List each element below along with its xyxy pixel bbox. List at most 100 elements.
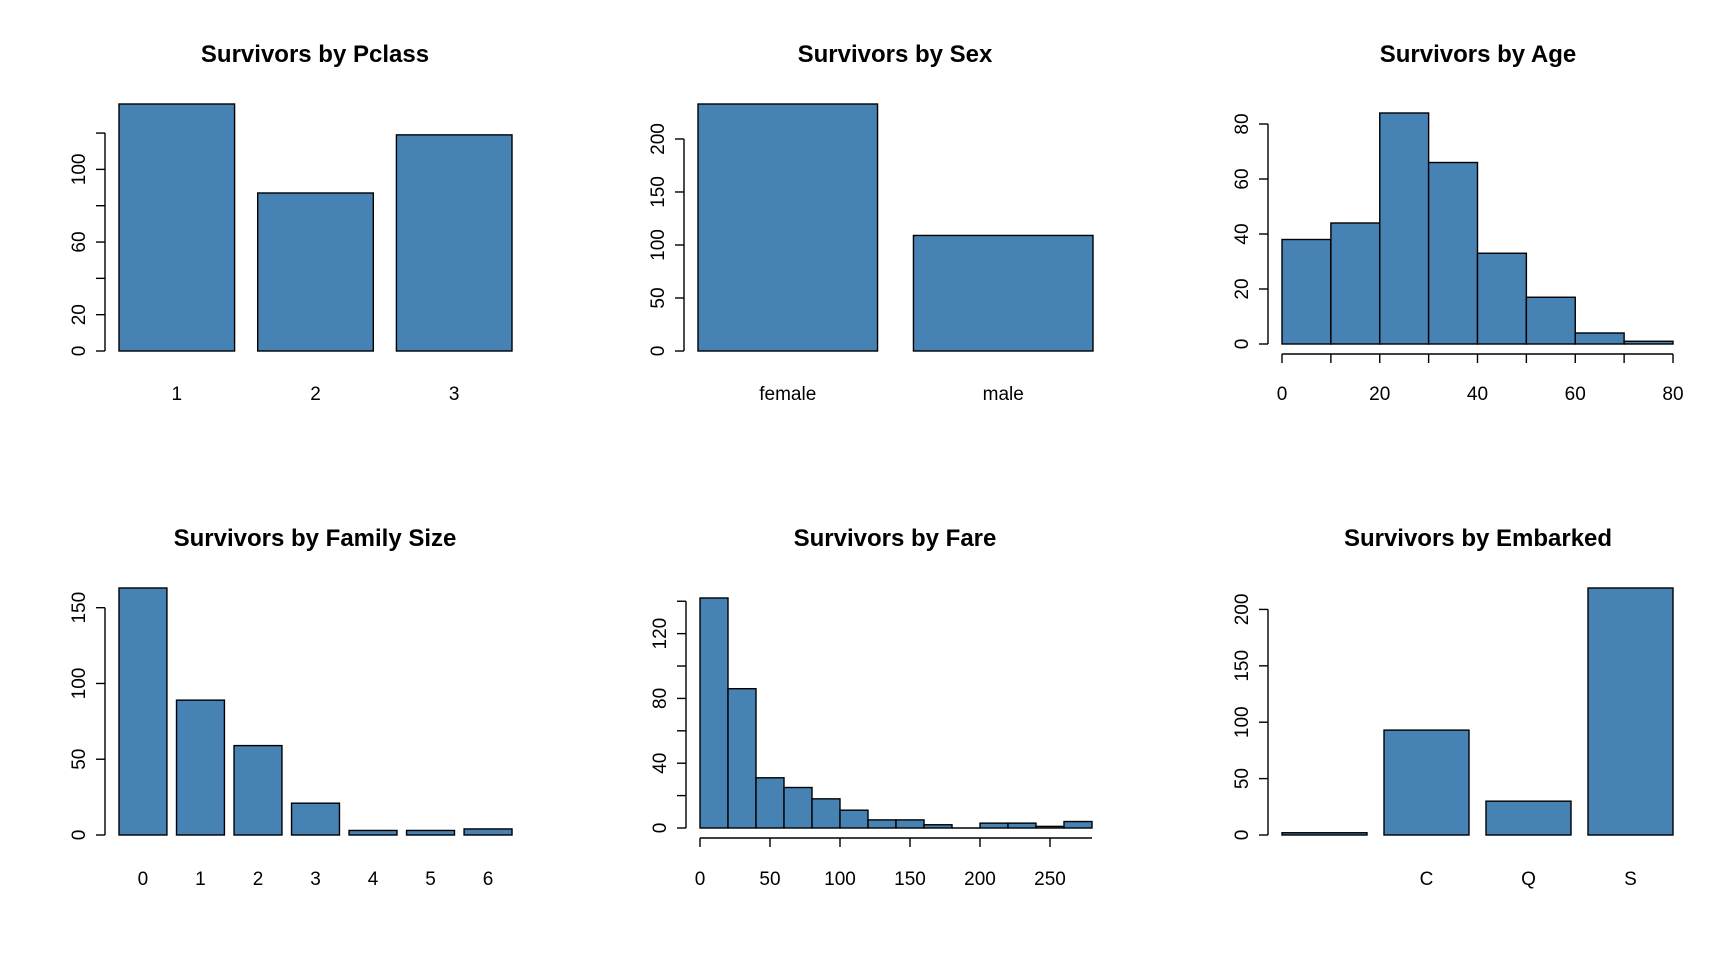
- hist-bin-fare-10: [979, 822, 1009, 829]
- y-tick-label-embarked: 150: [1232, 650, 1253, 682]
- hist-bin-fare-7: [895, 819, 925, 829]
- chart-family: Survivors by Family Size 0 50 100 150 0 1 2 3 4 5 6: [69, 525, 513, 890]
- bar-embarked-1: [1383, 729, 1470, 836]
- chart-sex: Survivors by Sex 0 50 100 150 200 female male: [648, 41, 1094, 405]
- x-tick-label-pclass: 1: [172, 384, 183, 405]
- x-tick-label-sex: male: [983, 384, 1024, 405]
- y-tick-label-sex: 50: [648, 287, 669, 308]
- y-tick-label-age: 20: [1232, 278, 1253, 299]
- y-tick-label-age: 80: [1232, 113, 1253, 134]
- x-tick-label-embarked: Q: [1521, 869, 1536, 890]
- x-tick-label-embarked: C: [1420, 869, 1434, 890]
- hist-bin-fare-13: [1063, 820, 1093, 829]
- x-tick-label-fare: 150: [894, 869, 926, 890]
- chart-pclass: Survivors by Pclass 0 20 60 100 1 2 3: [69, 41, 513, 405]
- bar-embarked-3: [1587, 587, 1674, 836]
- y-tick-label-embarked: 50: [1232, 768, 1253, 789]
- x-tick-label-sex: female: [759, 384, 816, 405]
- x-tick-label-family: 0: [138, 869, 149, 890]
- hist-bin-fare-8: [923, 824, 953, 829]
- bar-embarked-2: [1485, 800, 1572, 836]
- bar-family-4: [348, 829, 398, 836]
- x-tick-label-fare: 200: [964, 869, 996, 890]
- hist-bin-age-0: [1281, 238, 1332, 345]
- bar-pclass-1: [257, 192, 374, 352]
- bar-pclass-2: [395, 134, 513, 352]
- y-tick-label-pclass: 0: [69, 346, 90, 357]
- bar-sex-0: [697, 103, 879, 352]
- x-tick-label-age: 80: [1662, 384, 1683, 405]
- x-tick-label-family: 4: [368, 869, 379, 890]
- bar-embarked-0: [1281, 832, 1368, 836]
- hist-bin-fare-12: [1035, 825, 1065, 829]
- x-tick-label-age: 20: [1369, 384, 1390, 405]
- chart-title-fare: Survivors by Fare: [794, 525, 997, 552]
- x-tick-label-fare: 100: [824, 869, 856, 890]
- x-tick-label-fare: 50: [759, 869, 780, 890]
- hist-bin-fare-5: [839, 809, 869, 829]
- y-tick-label-sex: 200: [648, 123, 669, 155]
- chart-embarked: Survivors by Embarked 0 50 100 150 200 C Q S: [1232, 525, 1674, 890]
- x-tick-label-fare: 0: [695, 869, 706, 890]
- hist-bin-age-3: [1427, 161, 1479, 345]
- x-tick-label-family: 2: [253, 869, 264, 890]
- bar-pclass-0: [118, 103, 236, 352]
- y-tick-label-embarked: 0: [1232, 830, 1253, 841]
- hist-bin-age-5: [1525, 296, 1576, 345]
- y-tick-label-age: 0: [1232, 339, 1253, 350]
- chart-fare: Survivors by Fare 0 40 80 120 0 50 100 150 200 250: [650, 525, 1093, 890]
- y-tick-label-pclass: 100: [69, 154, 90, 186]
- y-tick-label-embarked: 100: [1232, 706, 1253, 738]
- x-tick-label-age: 60: [1565, 384, 1586, 405]
- y-tick-label-fare: 120: [650, 618, 671, 650]
- hist-bin-age-7: [1623, 340, 1674, 345]
- hist-bin-fare-1: [727, 688, 757, 829]
- bar-family-6: [463, 828, 513, 836]
- chart-title-sex: Survivors by Sex: [798, 41, 993, 68]
- y-tick-label-sex: 100: [648, 229, 669, 261]
- y-tick-label-fare: 0: [650, 823, 671, 834]
- bar-family-2: [233, 744, 283, 836]
- hist-bin-age-2: [1379, 112, 1430, 345]
- x-tick-label-age: 0: [1277, 384, 1288, 405]
- bar-family-3: [290, 802, 341, 836]
- x-tick-label-family: 3: [310, 869, 321, 890]
- y-tick-label-age: 60: [1232, 168, 1253, 189]
- y-tick-label-family: 100: [69, 668, 90, 700]
- x-tick-label-fare: 250: [1034, 869, 1066, 890]
- chart-title-embarked: Survivors by Embarked: [1344, 525, 1612, 552]
- y-tick-label-embarked: 200: [1232, 594, 1253, 626]
- y-tick-label-sex: 150: [648, 176, 669, 208]
- bar-family-1: [175, 699, 226, 836]
- y-tick-label-pclass: 60: [69, 231, 90, 252]
- x-tick-label-age: 40: [1467, 384, 1488, 405]
- hist-bin-age-1: [1330, 222, 1381, 345]
- x-tick-label-embarked: S: [1624, 869, 1637, 890]
- hist-bin-fare-11: [1007, 822, 1037, 829]
- x-tick-label-family: 1: [195, 869, 206, 890]
- bar-family-0: [118, 587, 168, 836]
- hist-bin-fare-2: [755, 777, 785, 829]
- bar-sex-1: [912, 234, 1094, 352]
- x-tick-label-family: 6: [483, 869, 494, 890]
- y-tick-label-family: 150: [69, 592, 90, 624]
- hist-bin-fare-4: [811, 798, 841, 829]
- y-tick-label-fare: 40: [650, 753, 671, 774]
- hist-bin-age-6: [1574, 332, 1625, 345]
- x-tick-label-pclass: 2: [310, 384, 321, 405]
- x-tick-label-pclass: 3: [449, 384, 460, 405]
- chart-age: Survivors by Age 0 20 40 60 80 0 20 40 60 80: [1232, 41, 1684, 405]
- hist-bin-fare-0: [699, 597, 729, 829]
- chart-title-age: Survivors by Age: [1380, 41, 1577, 68]
- hist-bin-fare-3: [783, 786, 813, 829]
- y-tick-label-family: 0: [69, 830, 90, 841]
- x-tick-label-family: 5: [425, 869, 436, 890]
- bar-family-5: [405, 829, 456, 836]
- hist-bin-age-4: [1476, 252, 1528, 345]
- y-tick-label-pclass: 20: [69, 304, 90, 325]
- chart-title-family: Survivors by Family Size: [174, 525, 457, 552]
- y-tick-label-fare: 80: [650, 688, 671, 709]
- hist-bin-fare-6: [867, 819, 897, 829]
- y-tick-label-sex: 0: [648, 346, 669, 357]
